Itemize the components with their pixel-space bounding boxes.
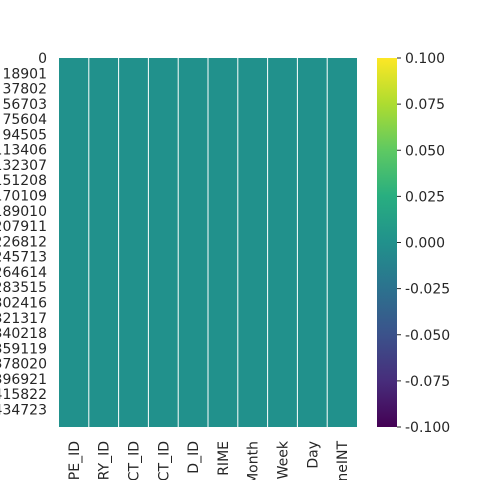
- colorbar: [377, 58, 397, 427]
- y-tick-label: 283515: [0, 280, 47, 296]
- heatmap-cell-column-6: [237, 58, 268, 427]
- x-tick-label: RY_ID: [97, 441, 113, 480]
- y-tick-label: 56703: [2, 97, 47, 113]
- x-tick-label: RIME: [216, 441, 232, 476]
- y-tick-label: 359119: [0, 341, 47, 357]
- colorbar-tick-label: -0.100: [405, 420, 450, 436]
- colorbar-tick-label: 0.050: [405, 143, 445, 159]
- y-tick-label: 94505: [2, 127, 47, 143]
- x-tick-labels: PE_ID RY_ID CT_ID CT_ID D_ID RIME Month Week Day…: [67, 440, 351, 480]
- colorbar-tick-label: 0.000: [405, 236, 445, 252]
- colorbar-tick-labels: -0.100 -0.075 -0.050 -0.025 0.000 0.025 0.050 0…: [397, 51, 450, 436]
- y-tick-label: 302416: [0, 295, 47, 311]
- x-tick-label: D_ID: [186, 441, 202, 474]
- heatmap-cell-column-1: [88, 58, 119, 427]
- y-tick-label: 396921: [0, 372, 47, 388]
- heatmap-cell-column-5: [208, 58, 238, 427]
- x-tick-label: Week: [276, 440, 292, 479]
- heatmap-cell-column-8: [297, 58, 328, 427]
- y-tick-label: 264614: [0, 265, 47, 281]
- y-tick-labels: 0189013780256703756049450511340613230715…: [0, 51, 47, 418]
- y-tick-label: 434723: [0, 402, 47, 418]
- x-tick-label: CT_ID: [127, 441, 143, 480]
- y-tick-label: 207911: [0, 219, 47, 235]
- heatmap-cell-column-3: [148, 58, 179, 427]
- heatmap-cells: [59, 58, 357, 427]
- y-tick-label: 340218: [0, 326, 47, 342]
- heatmap-cell-column-2: [118, 58, 149, 427]
- x-tick-label: Month: [246, 441, 262, 480]
- x-tick-label: Day: [305, 441, 321, 469]
- colorbar-tick-label: 0.025: [405, 189, 445, 205]
- y-tick-label: 132307: [0, 158, 47, 174]
- column-separators: [88, 58, 328, 427]
- y-tick-label: 170109: [0, 189, 47, 205]
- heatmap-cell-column-9: [327, 58, 357, 427]
- colorbar-tick-label: 0.100: [405, 51, 445, 67]
- y-tick-label: 321317: [0, 311, 47, 327]
- y-tick-label: 0: [38, 51, 47, 67]
- colorbar-tick-label: -0.075: [405, 374, 450, 390]
- heatmap-cell-column-0: [59, 58, 89, 427]
- x-tick-label: neINT: [335, 441, 351, 480]
- y-tick-label: 415822: [0, 387, 47, 403]
- heatmap-cell-column-4: [178, 58, 208, 427]
- y-tick-label: 113406: [0, 143, 47, 159]
- y-tick-label: 189010: [0, 204, 47, 220]
- heatmap-cell-column-7: [267, 58, 298, 427]
- colorbar-tick-label: 0.075: [405, 97, 445, 113]
- x-tick-label: CT_ID: [156, 441, 172, 480]
- colorbar-tick-label: -0.050: [405, 328, 450, 344]
- y-tick-label: 151208: [0, 173, 47, 189]
- x-tick-label: PE_ID: [67, 441, 83, 480]
- colorbar-tick-label: -0.025: [405, 282, 450, 298]
- y-tick-label: 75604: [2, 112, 47, 128]
- y-tick-label: 378020: [0, 357, 47, 373]
- y-tick-label: 37802: [2, 82, 47, 98]
- y-tick-label: 226812: [0, 234, 47, 250]
- y-tick-label: 18901: [2, 66, 47, 82]
